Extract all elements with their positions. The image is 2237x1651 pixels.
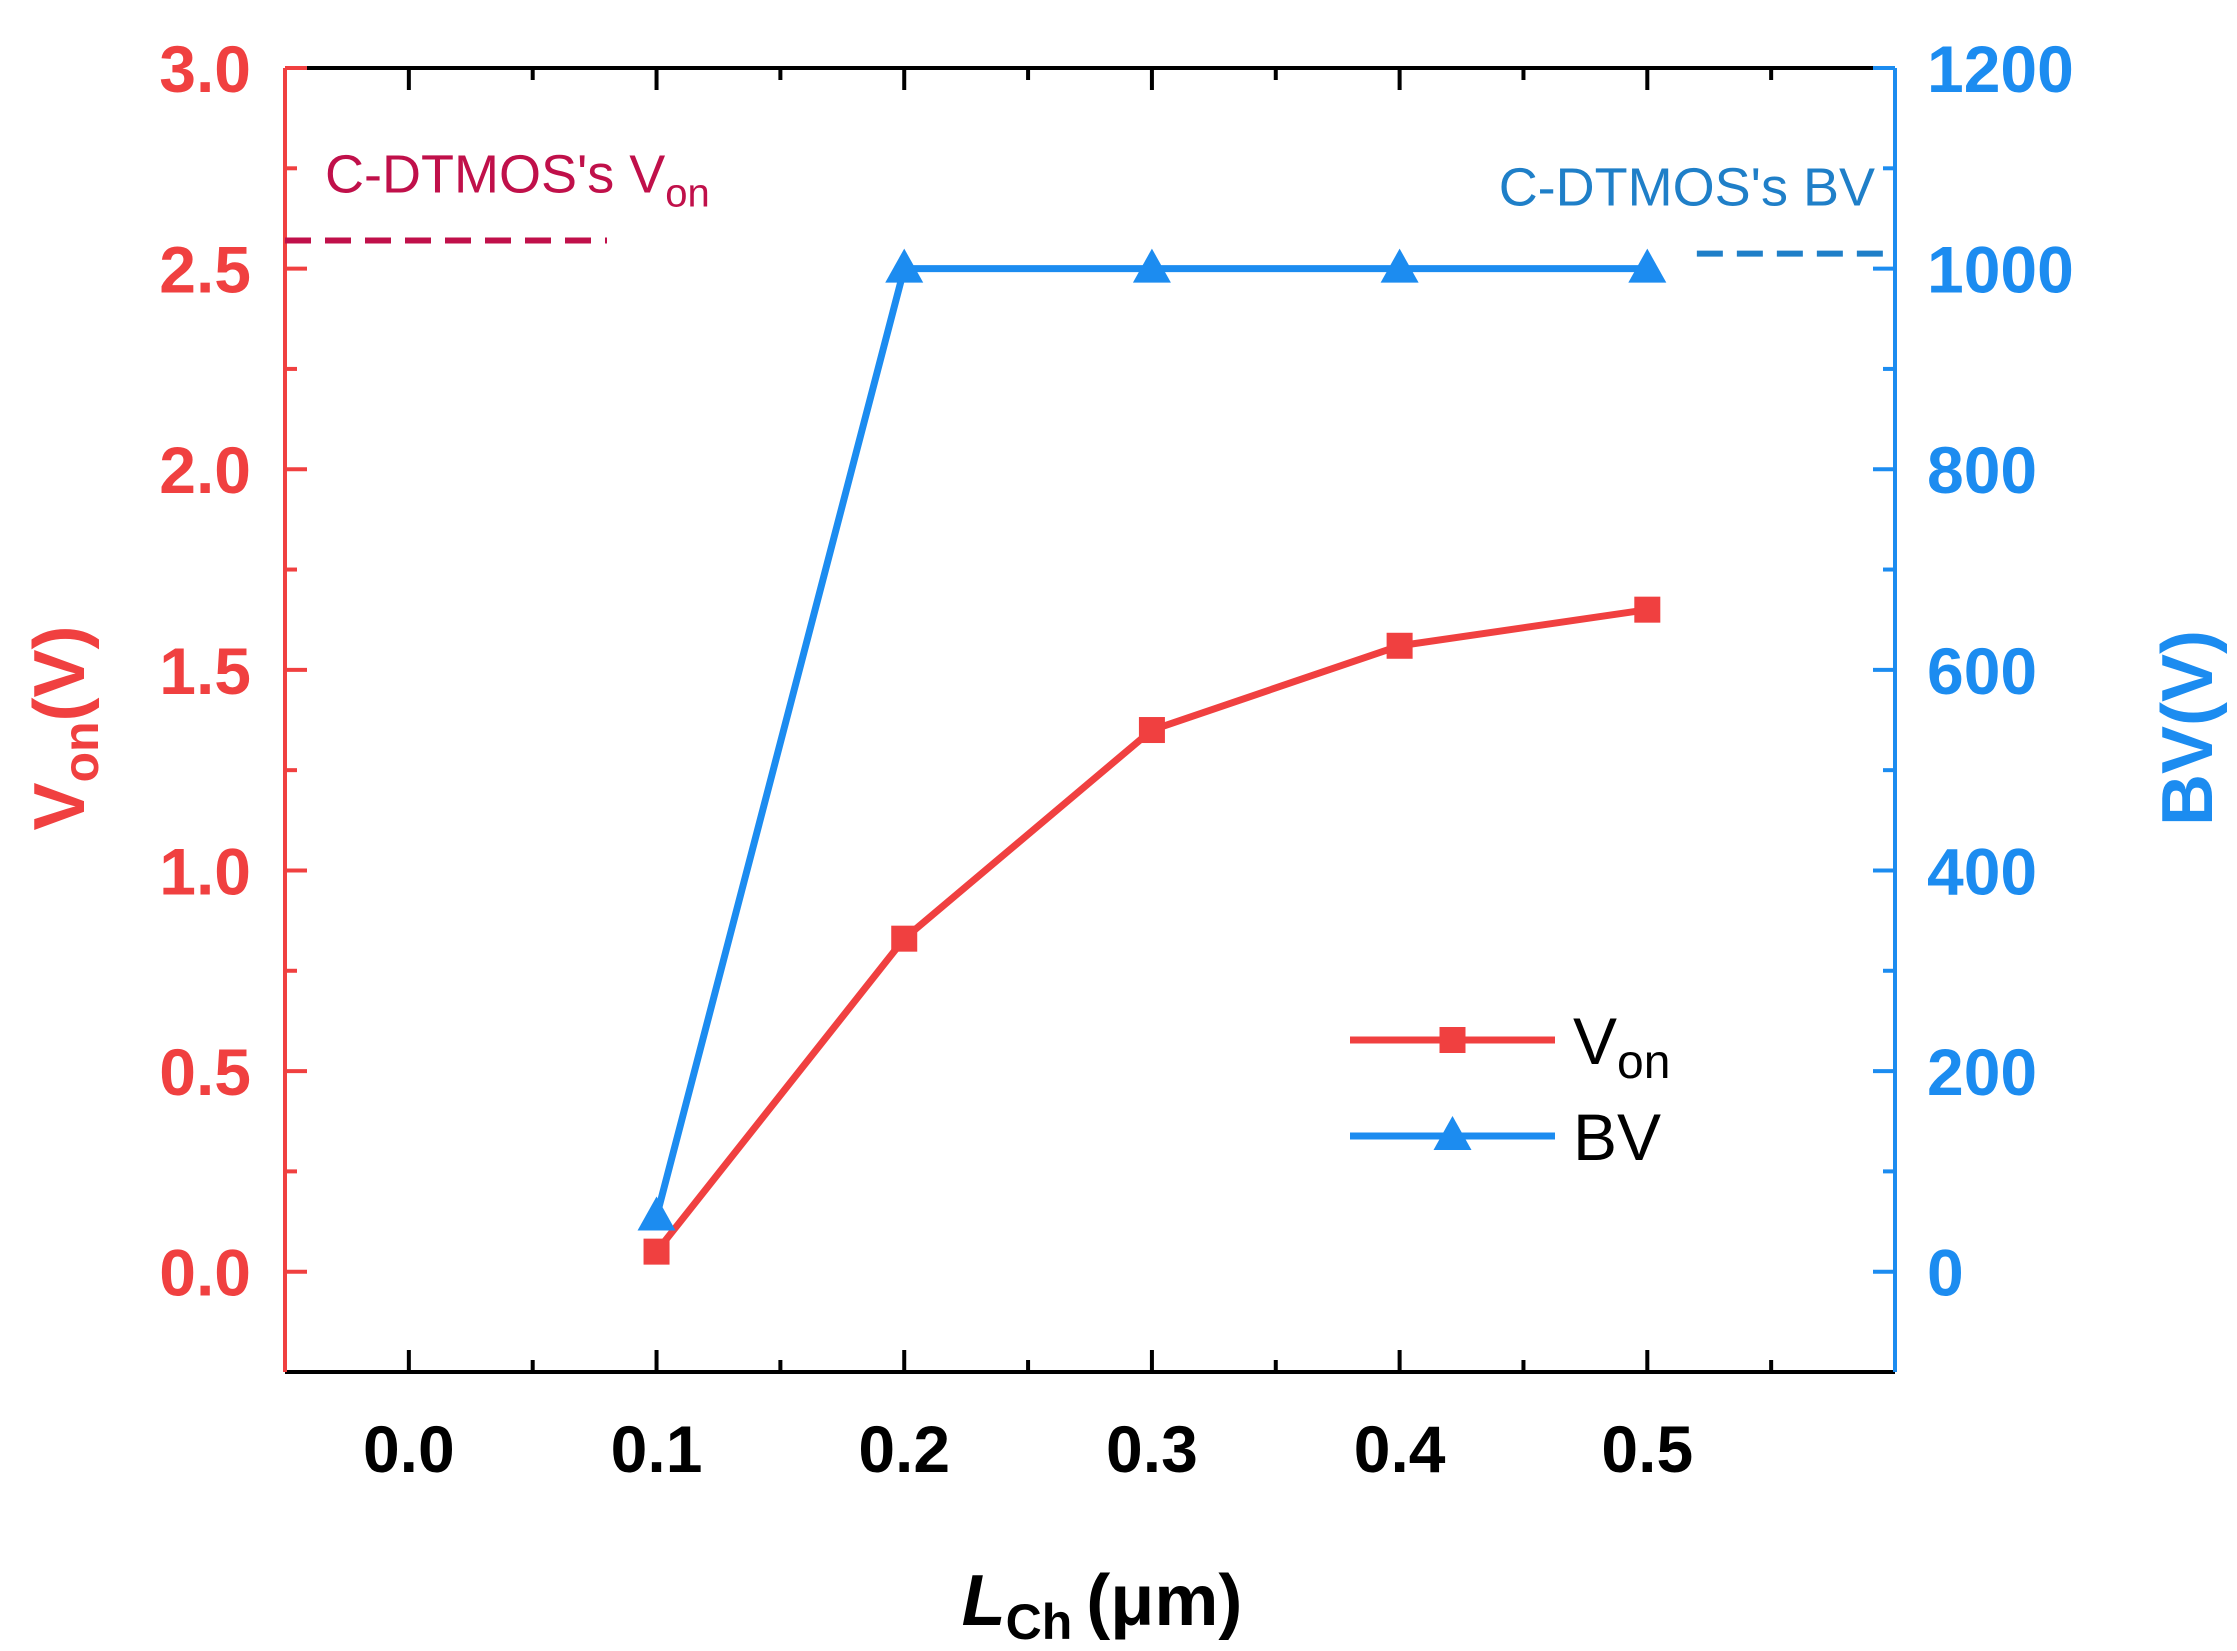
series-layer [637, 248, 1667, 1265]
y-right-tick-label: 0 [1927, 1236, 1964, 1310]
data-point [885, 248, 924, 283]
x-axis: 0.0 0.1 0.2 0.3 0.4 0.5 [363, 68, 1774, 1486]
y-left-tick-label: 1.0 [159, 834, 251, 908]
y-right-tick-label: 600 [1927, 634, 2037, 708]
data-point [1634, 596, 1661, 623]
x-tick-label: 0.3 [1106, 1412, 1198, 1486]
data-point [1138, 717, 1165, 744]
x-tick-label: 0.0 [363, 1412, 455, 1486]
y-axis-left-title-main: V [20, 783, 100, 831]
data-point [1380, 248, 1419, 283]
data-point [1386, 632, 1413, 659]
y-left-tick-label: 0.5 [159, 1035, 251, 1109]
y-axis-right-title: BV(V) [2148, 630, 2228, 826]
y-right-tick-label: 800 [1927, 433, 2037, 507]
reference-label-0: C-DTMOS's Von [325, 145, 710, 216]
x-axis-title-unit: (μm) [1086, 1561, 1242, 1641]
data-point [1132, 248, 1171, 283]
data-point [643, 1238, 670, 1265]
legend-label: BV [1573, 1100, 1661, 1174]
y-axis-left-title: Von(V) [20, 625, 109, 830]
legend-swatch-marker [1433, 1116, 1472, 1150]
x-tick-label: 0.5 [1601, 1412, 1693, 1486]
series-v [643, 596, 1661, 1265]
y-right-tick-label: 400 [1927, 834, 2037, 908]
reference-label-1: C-DTMOS's BV [1499, 158, 1875, 218]
x-tick-label: 0.1 [611, 1412, 703, 1486]
y-left-tick-label: 1.5 [159, 634, 251, 708]
series-line [653, 606, 1648, 1254]
legend-swatch-marker [1439, 1027, 1466, 1053]
y-axis-left-title-sub: on [53, 721, 109, 782]
y-right-tick-label: 200 [1927, 1035, 2037, 1109]
legend-label: Von [1573, 1004, 1670, 1089]
plot-frame [283, 66, 1897, 1374]
series-bv [637, 248, 1667, 1231]
x-tick-label: 0.4 [1354, 1412, 1446, 1486]
x-tick-label: 0.2 [858, 1412, 950, 1486]
y-axis-right: 0 200 400 600 800 1000 1200 [1873, 32, 2074, 1310]
x-axis-title: LCh (μm) [962, 1561, 1243, 1650]
y-left-tick-label: 0.0 [159, 1236, 251, 1310]
y-axis-left: 0.0 0.5 1.0 1.5 2.0 2.5 3.0 [159, 32, 307, 1310]
legend: Von BV [1350, 1004, 1670, 1174]
y-left-tick-label: 2.5 [159, 233, 251, 307]
y-left-tick-label: 3.0 [159, 32, 251, 106]
data-point [1628, 248, 1667, 283]
x-axis-title-sub: Ch [1006, 1594, 1073, 1650]
data-point [891, 925, 918, 952]
reference-lines: C-DTMOS's Von C-DTMOS's BV [285, 145, 1895, 257]
data-point [637, 1196, 676, 1231]
y-right-tick-label: 1200 [1927, 32, 2074, 106]
y-right-tick-label: 1000 [1927, 233, 2074, 307]
y-left-tick-label: 2.0 [159, 433, 251, 507]
x-axis-title-main: L [962, 1561, 1006, 1641]
y-axis-left-title-unit: (V) [20, 625, 100, 721]
